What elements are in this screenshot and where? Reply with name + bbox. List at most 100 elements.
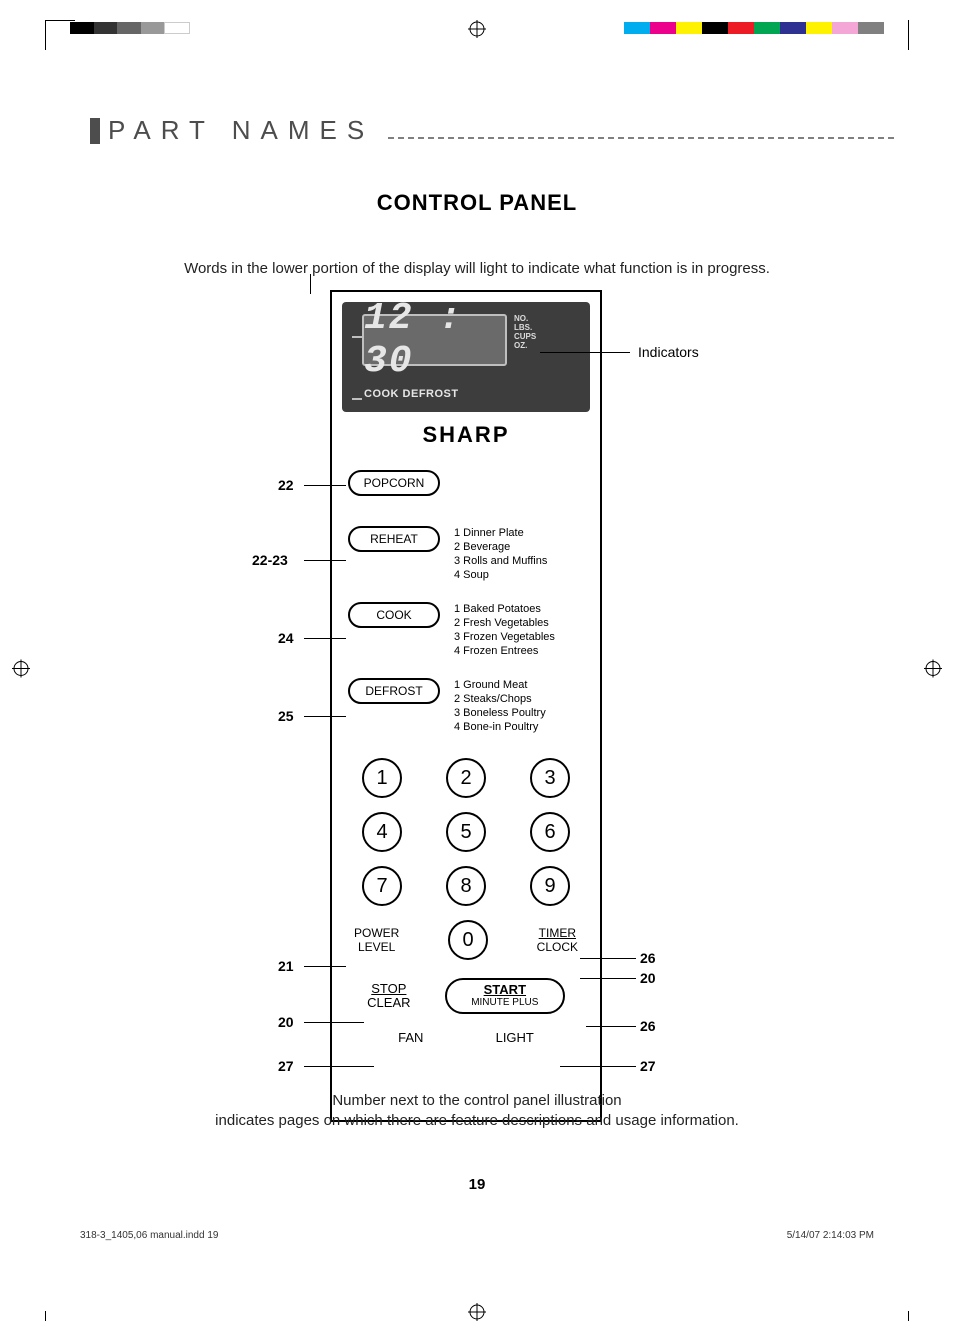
registration-mark-bottom xyxy=(468,1303,486,1321)
popcorn-button[interactable]: POPCORN xyxy=(348,470,440,496)
key-4[interactable]: 4 xyxy=(362,812,402,852)
footnote-line2: indicates pages on which there are featu… xyxy=(60,1111,894,1131)
page-number: 19 xyxy=(60,1176,894,1193)
callout-20-right: 20 xyxy=(640,970,656,986)
callout-21: 21 xyxy=(278,958,294,974)
crop-mark xyxy=(899,1311,909,1321)
key-2[interactable]: 2 xyxy=(446,758,486,798)
option: 1 Ground Meat xyxy=(454,678,546,692)
unit-lbs: LBS. xyxy=(514,323,536,332)
lead-line xyxy=(310,274,311,294)
lead-line xyxy=(304,1066,374,1067)
key-9[interactable]: 9 xyxy=(530,866,570,906)
registration-mark-left xyxy=(12,659,30,682)
callout-25: 25 xyxy=(278,708,294,724)
option: 1 Baked Potatoes xyxy=(454,602,555,616)
lead-line xyxy=(580,958,636,959)
key-1[interactable]: 1 xyxy=(362,758,402,798)
footer-timestamp: 5/14/07 2:14:03 PM xyxy=(787,1230,874,1241)
lead-line xyxy=(586,1026,636,1027)
main-title: CONTROL PANEL xyxy=(60,190,894,216)
section-header-title: PART NAMES xyxy=(108,115,374,146)
option: 4 Soup xyxy=(454,568,547,582)
lead-line xyxy=(540,352,630,353)
intro-text: Words in the lower portion of the displa… xyxy=(60,260,894,277)
timer-label: TIMER xyxy=(537,926,578,940)
unit-no: NO. xyxy=(514,314,536,323)
reheat-button[interactable]: REHEAT xyxy=(348,526,440,552)
footer-filename: 318-3_1405,06 manual.indd 19 xyxy=(80,1230,218,1241)
lead-line xyxy=(304,1022,364,1023)
print-color-bar xyxy=(624,22,884,34)
defrost-options: 1 Ground Meat 2 Steaks/Chops 3 Boneless … xyxy=(454,678,546,734)
callout-20-left: 20 xyxy=(278,1014,294,1030)
light-button[interactable]: LIGHT xyxy=(496,1030,534,1045)
option: 1 Dinner Plate xyxy=(454,526,547,540)
cook-options: 1 Baked Potatoes 2 Fresh Vegetables 3 Fr… xyxy=(454,602,555,658)
print-gray-bar xyxy=(70,22,190,34)
stop-clear-button[interactable]: STOP CLEAR xyxy=(367,982,410,1010)
timer-clock-button[interactable]: TIMER CLOCK xyxy=(537,926,578,954)
minute-plus-label: MINUTE PLUS xyxy=(471,996,538,1009)
registration-mark-right xyxy=(924,659,942,682)
registration-mark-top xyxy=(468,20,486,38)
brand-logo: SHARP xyxy=(332,422,600,448)
display-status: COOK DEFROST xyxy=(364,388,459,400)
callout-27-left: 27 xyxy=(278,1058,294,1074)
crop-mark xyxy=(45,1311,75,1321)
power-level-button[interactable]: POWER LEVEL xyxy=(354,926,399,954)
stop-label: STOP xyxy=(367,982,410,996)
lead-line xyxy=(304,966,346,967)
power-label-bottom: LEVEL xyxy=(354,940,399,954)
lead-line xyxy=(304,560,346,561)
section-header: PART NAMES xyxy=(90,115,894,146)
display-time: 12 : 30 xyxy=(362,314,507,366)
option: 3 Boneless Poultry xyxy=(454,706,546,720)
control-panel: 12 : 30 NO. LBS. CUPS OZ. COOK DEFROST S… xyxy=(330,290,602,1122)
callout-27-right: 27 xyxy=(640,1058,656,1074)
key-8[interactable]: 8 xyxy=(446,866,486,906)
callout-22-23: 22-23 xyxy=(252,552,288,568)
key-0[interactable]: 0 xyxy=(448,920,488,960)
crop-mark xyxy=(899,20,909,50)
option: 2 Fresh Vegetables xyxy=(454,616,555,630)
numeric-keypad: 1 2 3 4 5 6 7 8 9 xyxy=(358,758,574,906)
lead-line xyxy=(560,1066,636,1067)
option: 4 Frozen Entrees xyxy=(454,644,555,658)
lead-line xyxy=(304,485,346,486)
callout-26-top: 26 xyxy=(640,950,656,966)
indicators-label: Indicators xyxy=(638,344,699,360)
section-header-dashes xyxy=(388,137,894,139)
key-3[interactable]: 3 xyxy=(530,758,570,798)
key-7[interactable]: 7 xyxy=(362,866,402,906)
option: 2 Steaks/Chops xyxy=(454,692,546,706)
callout-22: 22 xyxy=(278,477,294,493)
clear-label: CLEAR xyxy=(367,996,410,1010)
lead-line xyxy=(304,716,346,717)
callout-26-bottom: 26 xyxy=(640,1018,656,1034)
clock-label: CLOCK xyxy=(537,940,578,954)
lead-line xyxy=(304,638,346,639)
option: 4 Bone-in Poultry xyxy=(454,720,546,734)
option: 3 Frozen Vegetables xyxy=(454,630,555,644)
start-button[interactable]: START MINUTE PLUS xyxy=(445,978,565,1014)
display-unit-labels: NO. LBS. CUPS OZ. xyxy=(514,314,536,350)
key-6[interactable]: 6 xyxy=(530,812,570,852)
power-label-top: POWER xyxy=(354,926,399,940)
section-header-bar xyxy=(90,118,100,144)
crop-mark xyxy=(45,20,75,50)
cook-button[interactable]: COOK xyxy=(348,602,440,628)
lead-line xyxy=(580,978,636,979)
fan-button[interactable]: FAN xyxy=(398,1030,423,1045)
footnote: Number next to the control panel illustr… xyxy=(60,1091,894,1131)
option: 2 Beverage xyxy=(454,540,547,554)
callout-24: 24 xyxy=(278,630,294,646)
footnote-line1: Number next to the control panel illustr… xyxy=(60,1091,894,1111)
unit-oz: OZ. xyxy=(514,341,536,350)
option: 3 Rolls and Muffins xyxy=(454,554,547,568)
start-label: START xyxy=(484,983,526,996)
defrost-button[interactable]: DEFROST xyxy=(348,678,440,704)
unit-cups: CUPS xyxy=(514,332,536,341)
reheat-options: 1 Dinner Plate 2 Beverage 3 Rolls and Mu… xyxy=(454,526,547,582)
key-5[interactable]: 5 xyxy=(446,812,486,852)
